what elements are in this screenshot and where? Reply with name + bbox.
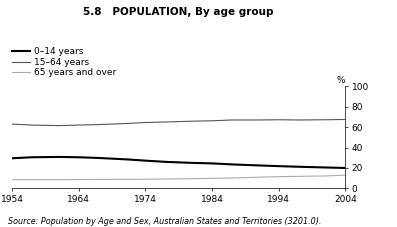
Text: 5.8   POPULATION, By age group: 5.8 POPULATION, By age group xyxy=(83,7,274,17)
Legend: 0–14 years, 15–64 years, 65 years and over: 0–14 years, 15–64 years, 65 years and ov… xyxy=(12,47,116,77)
Text: %: % xyxy=(337,76,345,85)
Text: Source: Population by Age and Sex, Australian States and Territories (3201.0).: Source: Population by Age and Sex, Austr… xyxy=(8,217,321,226)
